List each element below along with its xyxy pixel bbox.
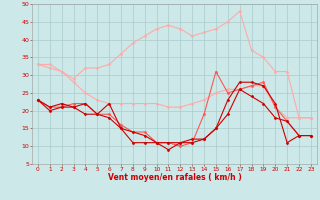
X-axis label: Vent moyen/en rafales ( km/h ): Vent moyen/en rafales ( km/h ) [108, 173, 241, 182]
